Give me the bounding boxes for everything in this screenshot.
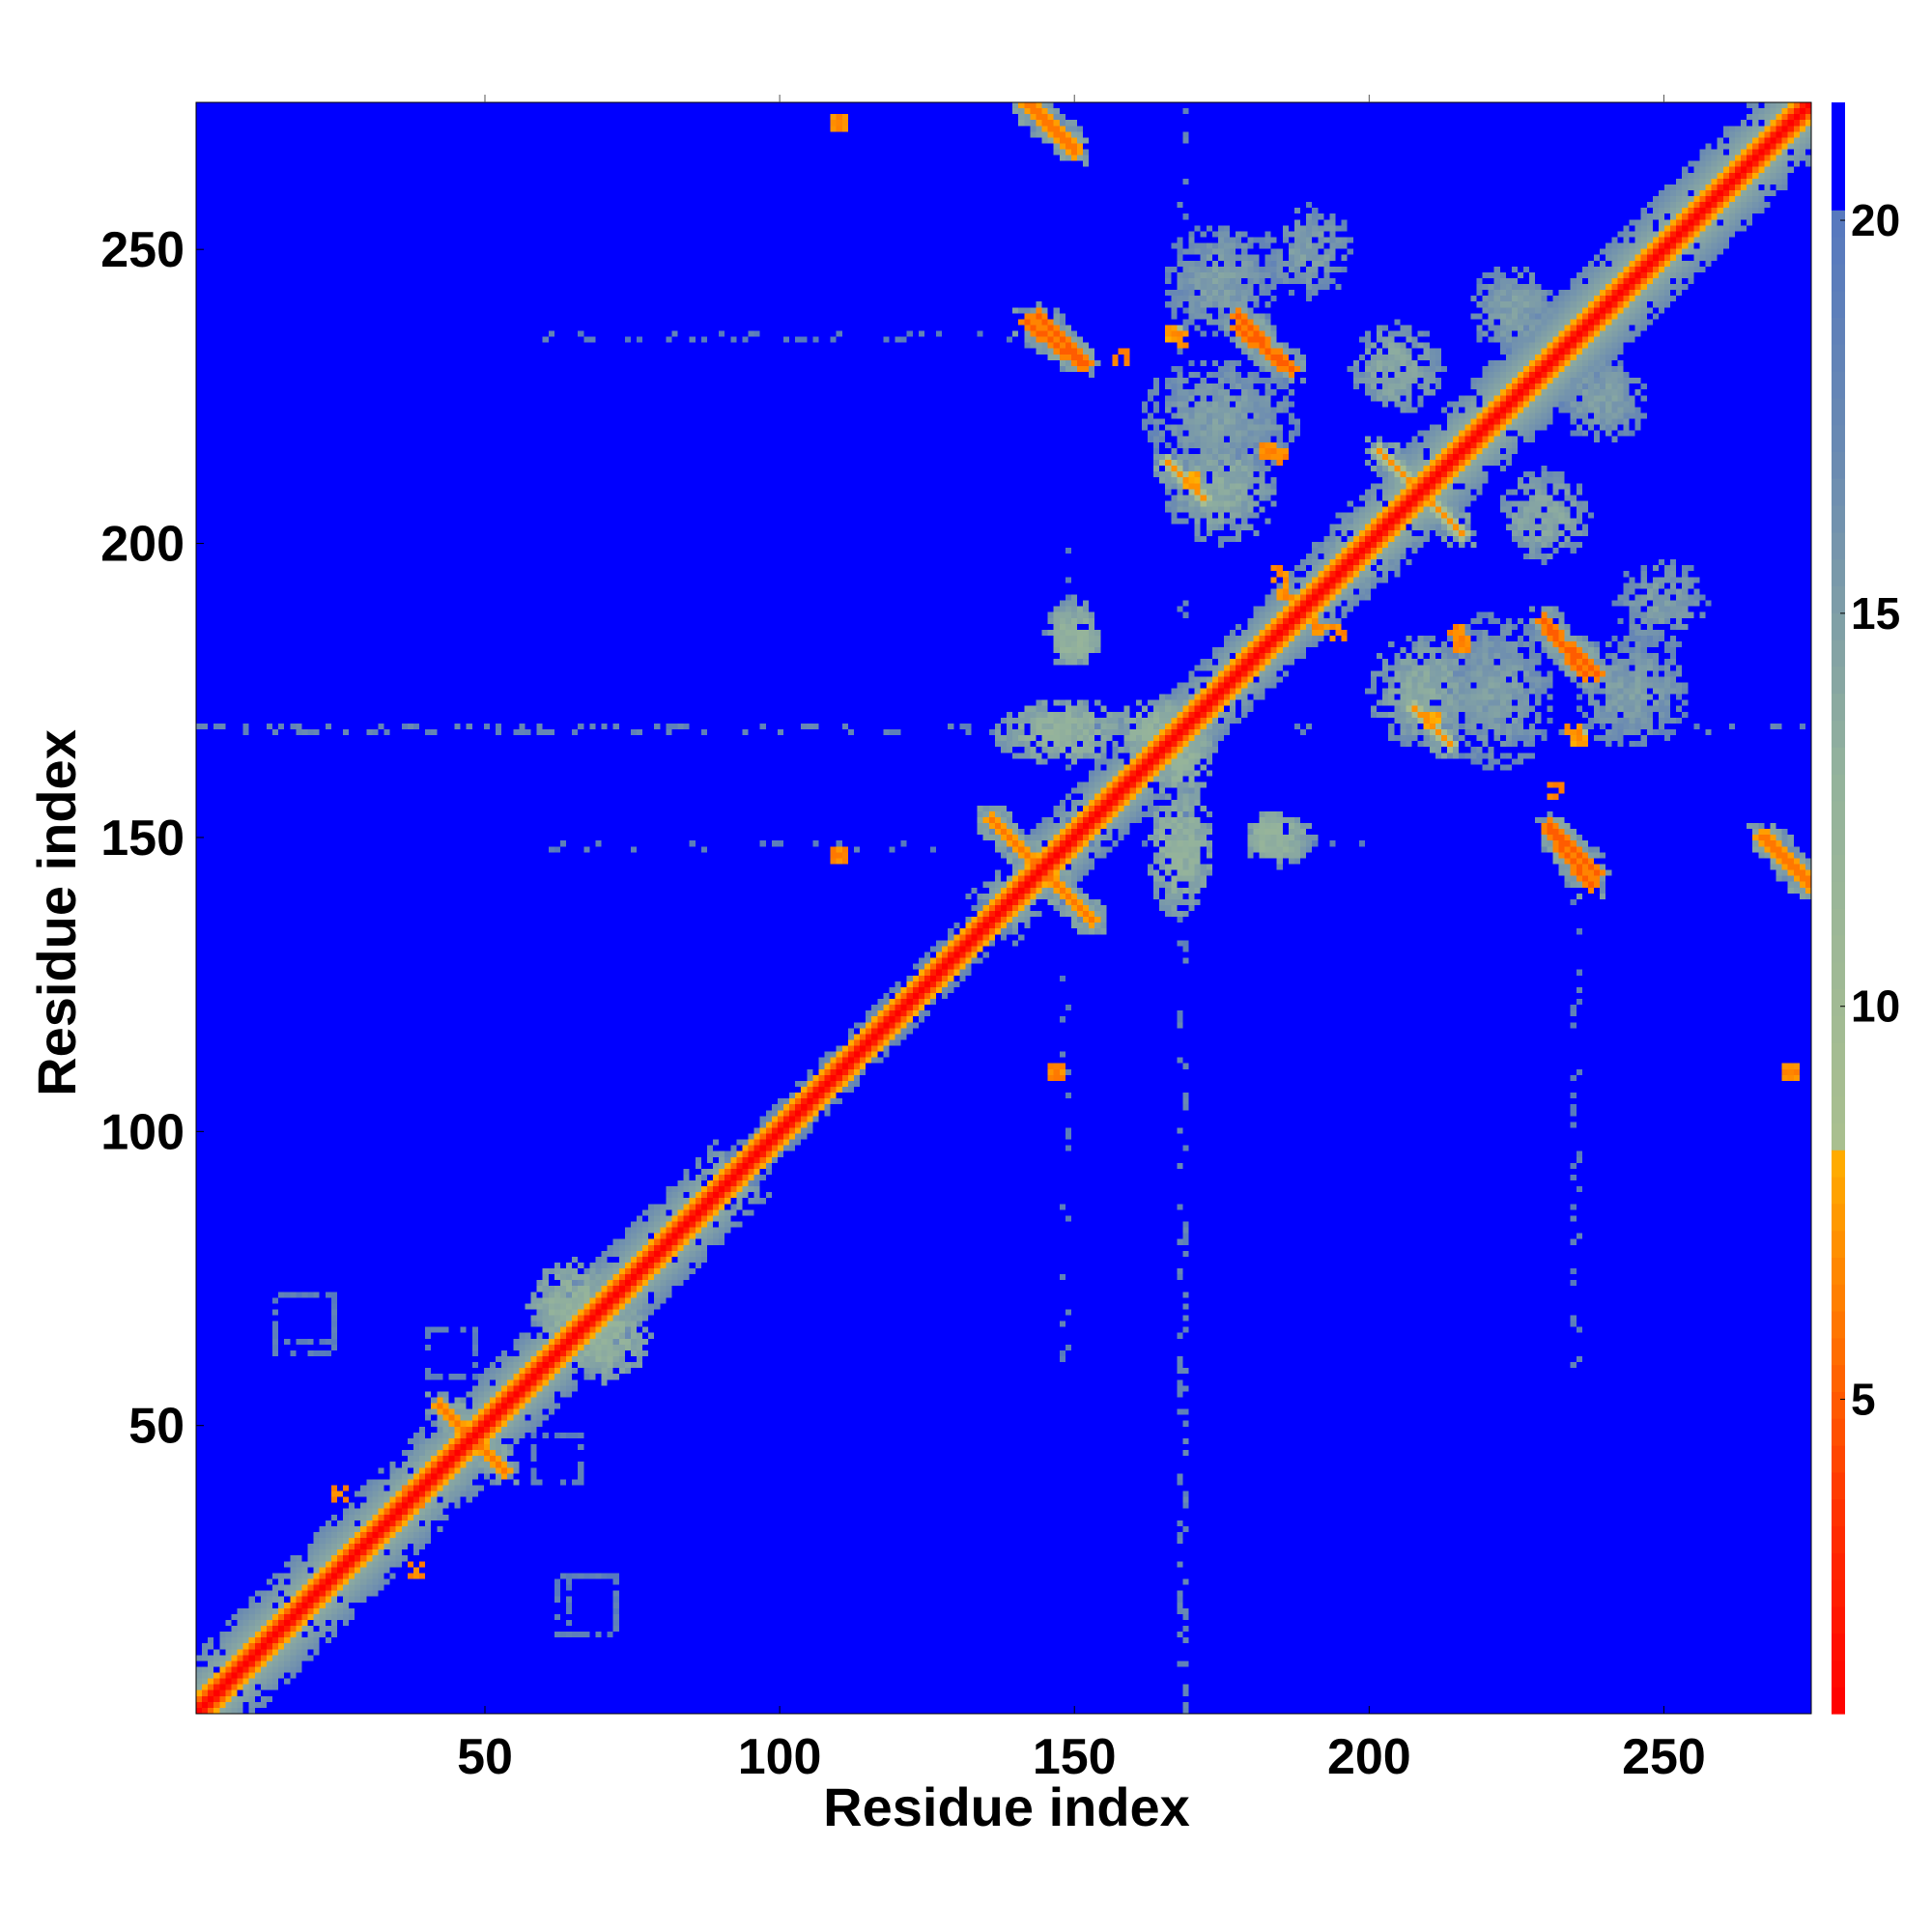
y-tick-label: 200 bbox=[100, 517, 185, 573]
x-tick-label: 150 bbox=[1033, 1729, 1117, 1785]
colorbar-segment bbox=[1832, 156, 1845, 184]
colorbar-segment bbox=[1832, 934, 1845, 963]
colorbar-segment bbox=[1832, 639, 1845, 668]
colorbar-segment bbox=[1832, 451, 1845, 479]
colorbar-segment bbox=[1832, 1525, 1845, 1553]
x-axis: 50 100 150 200 250 bbox=[457, 95, 1706, 1785]
y-axis-label: Residue index bbox=[26, 729, 87, 1096]
y-tick-label: 150 bbox=[100, 810, 185, 867]
colorbar-segment bbox=[1832, 1445, 1845, 1473]
colorbar-segment bbox=[1832, 1311, 1845, 1339]
colorbar-segment bbox=[1832, 1203, 1845, 1232]
colorbar-segment bbox=[1832, 317, 1845, 345]
colorbar-segment bbox=[1832, 1337, 1845, 1366]
colorbar-segment bbox=[1832, 908, 1845, 936]
colorbar-segment bbox=[1832, 558, 1845, 586]
colorbar-segment bbox=[1832, 1687, 1845, 1715]
colorbar-segment bbox=[1832, 371, 1845, 399]
colorbar-segment bbox=[1832, 1552, 1845, 1580]
colorbar-tick-label: 20 bbox=[1851, 195, 1900, 245]
colorbar-segment bbox=[1832, 1605, 1845, 1634]
colorbar-segment bbox=[1832, 1498, 1845, 1526]
colorbar-segment bbox=[1832, 1257, 1845, 1285]
colorbar-segment bbox=[1832, 854, 1845, 882]
colorbar-segment bbox=[1832, 747, 1845, 775]
y-tick-label: 250 bbox=[100, 222, 185, 278]
colorbar-segment bbox=[1832, 1122, 1845, 1151]
colorbar-segment bbox=[1832, 1633, 1845, 1661]
colorbar-segment bbox=[1832, 1042, 1845, 1070]
colorbar-segment bbox=[1832, 1284, 1845, 1312]
colorbar-segment bbox=[1832, 1391, 1845, 1419]
colorbar-segment bbox=[1832, 478, 1845, 506]
colorbar-segment bbox=[1832, 424, 1845, 452]
colorbar-segment bbox=[1832, 585, 1845, 613]
heatmap-area bbox=[195, 101, 1812, 1715]
colorbar-segment bbox=[1832, 344, 1845, 372]
colorbar-segment bbox=[1832, 210, 1845, 238]
colorbar-segment bbox=[1832, 881, 1845, 909]
colorbar-segment bbox=[1832, 183, 1845, 211]
colorbar-segment bbox=[1832, 128, 1845, 157]
colorbar-segment bbox=[1832, 1150, 1845, 1178]
colorbar-segment bbox=[1832, 1364, 1845, 1392]
colorbar-segment bbox=[1832, 1230, 1845, 1258]
colorbar-tick-label: 5 bbox=[1851, 1375, 1876, 1425]
x-tick-label: 250 bbox=[1622, 1729, 1706, 1785]
x-axis-label: Residue index bbox=[823, 1776, 1190, 1837]
colorbar-segment bbox=[1832, 988, 1845, 1016]
colorbar-segment bbox=[1832, 290, 1845, 318]
colorbar-segment bbox=[1832, 1177, 1845, 1205]
colorbar-segment bbox=[1832, 1471, 1845, 1500]
colorbar-segment bbox=[1832, 666, 1845, 695]
colorbar-segment bbox=[1832, 263, 1845, 292]
x-tick-label: 200 bbox=[1327, 1729, 1411, 1785]
colorbar-segment bbox=[1832, 1068, 1845, 1097]
colorbar-segment bbox=[1832, 693, 1845, 721]
colorbar-tick-label: 10 bbox=[1851, 981, 1900, 1032]
colorbar-segment bbox=[1832, 720, 1845, 748]
colorbar-segment bbox=[1832, 1095, 1845, 1123]
heatmap-image bbox=[196, 102, 1811, 1714]
colorbar-segment bbox=[1832, 397, 1845, 426]
colorbar-segment bbox=[1832, 1579, 1845, 1607]
colorbar: 5 10 15 20 bbox=[1832, 102, 1900, 1715]
colorbar-tick-label: 15 bbox=[1851, 588, 1900, 639]
x-tick-label: 100 bbox=[738, 1729, 822, 1785]
colorbar-segment bbox=[1832, 827, 1845, 855]
colorbar-segment bbox=[1832, 1015, 1845, 1043]
x-tick-label: 50 bbox=[457, 1729, 513, 1785]
colorbar-segment bbox=[1832, 800, 1845, 829]
colorbar-segment bbox=[1832, 1418, 1845, 1446]
colorbar-segment bbox=[1832, 531, 1845, 560]
y-axis: 50 100 150 200 250 bbox=[100, 222, 204, 1455]
colorbar-segment bbox=[1832, 237, 1845, 265]
y-tick-label: 100 bbox=[100, 1104, 185, 1160]
colorbar-segment bbox=[1832, 961, 1845, 989]
colorbar-segment bbox=[1832, 505, 1845, 533]
plot-frame bbox=[195, 101, 1812, 1715]
colorbar-segment bbox=[1832, 612, 1845, 640]
colorbar-segment bbox=[1832, 1660, 1845, 1688]
y-tick-label: 50 bbox=[128, 1399, 185, 1455]
colorbar-segment bbox=[1832, 102, 1845, 130]
colorbar-segment bbox=[1832, 774, 1845, 802]
